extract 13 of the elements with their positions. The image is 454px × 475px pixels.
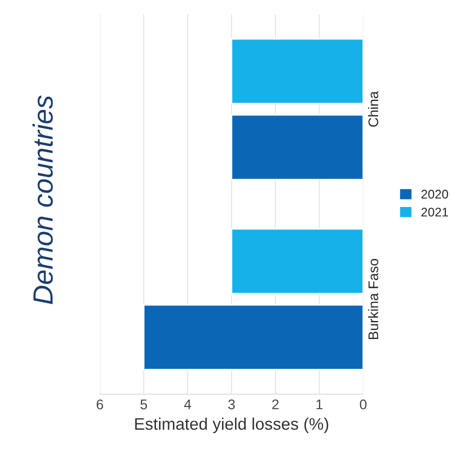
x-tick-label: 2 xyxy=(272,399,279,410)
x-tick-label: 6 xyxy=(96,399,104,410)
legend-label: 2020 xyxy=(421,190,448,199)
x-tick-label: 1 xyxy=(316,400,322,410)
x-tick-label: 4 xyxy=(184,400,192,410)
x-tick-label: 0 xyxy=(360,399,367,410)
legend-label: 2021 xyxy=(421,208,448,217)
y-tick-label: China xyxy=(368,91,378,127)
x-tick-label: 5 xyxy=(140,400,148,410)
y-tick-label: Burkina Faso xyxy=(368,258,378,340)
x-axis-title: Estimated yield losses (%) xyxy=(135,418,328,434)
text: Demon countries xyxy=(32,96,53,304)
x-tick-label: 3 xyxy=(228,399,235,410)
